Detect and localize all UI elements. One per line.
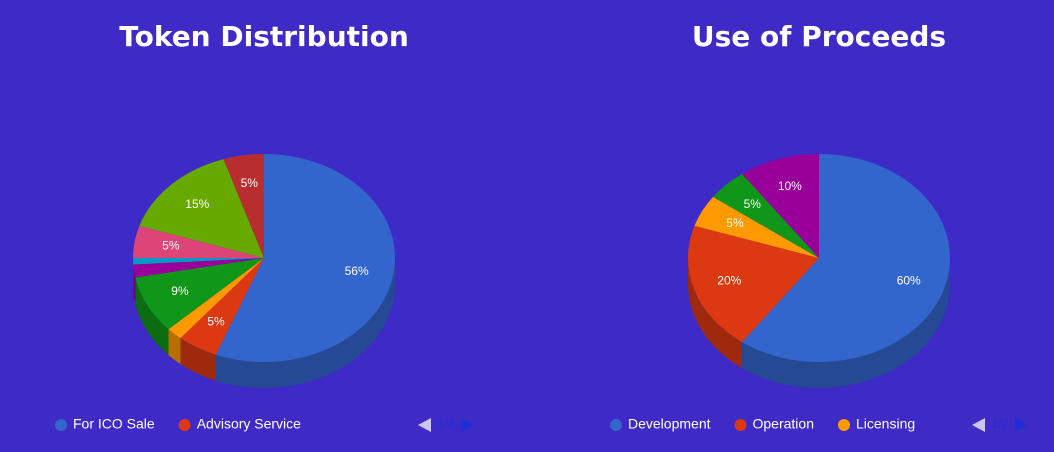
legend-label: Operation [753, 416, 814, 432]
slice [133, 225, 264, 258]
slice [688, 225, 819, 343]
slice-side [688, 258, 743, 369]
slice-side-face [215, 258, 395, 388]
slice-side [215, 258, 395, 388]
pager-next[interactable] [461, 418, 474, 432]
legend-label: Advisory Service [197, 416, 301, 432]
legend-label: Development [628, 416, 711, 432]
slice [135, 258, 264, 330]
slice-side [168, 329, 181, 365]
pager-text: 1/2 [992, 417, 1009, 431]
slice-side-face [168, 329, 181, 365]
pie-labels: 60% 20% 5%5% 10% [717, 179, 921, 287]
slice-side [180, 338, 216, 381]
pager-text: 1/4 [438, 417, 455, 431]
slice-label: 10% [778, 179, 802, 193]
legend-label: Licensing [856, 416, 915, 432]
legend-swatch [55, 419, 67, 431]
legend-swatch [610, 419, 622, 431]
slice-label: 15% [185, 197, 209, 211]
slice [223, 154, 264, 258]
slice-label: 20% [717, 273, 741, 287]
slice [133, 258, 264, 265]
slice-side-face [135, 277, 169, 356]
slice-label: 5% [744, 197, 762, 211]
legend-swatch [837, 419, 850, 431]
slice [133, 258, 264, 278]
slice [180, 258, 264, 355]
slice [215, 154, 395, 362]
slice [168, 258, 264, 339]
slice-side-face [742, 258, 950, 388]
slice-side-face [133, 264, 136, 304]
slice [742, 154, 950, 362]
slice [713, 173, 819, 258]
chart: Token Distribution 56% 5% 9% 5% 15% 5% For ICO … [55, 20, 474, 432]
slice [742, 154, 819, 258]
pager-prev[interactable] [418, 418, 431, 432]
legend-label: For ICO Sale [73, 416, 155, 432]
pager-prev[interactable] [972, 418, 985, 432]
slice-side [135, 277, 169, 356]
slice [139, 159, 264, 258]
slice-label: 5% [241, 176, 259, 190]
slice-side-face [180, 338, 216, 381]
chart-title: Token Distribution [119, 20, 409, 53]
slice-label: 5% [207, 315, 225, 329]
slice-side [742, 258, 950, 388]
pager-next[interactable] [1015, 418, 1028, 432]
pie-labels: 56% 5% 9% 5% 15% 5% [162, 176, 369, 328]
slice-side-face [688, 258, 743, 369]
legend-swatch [178, 419, 191, 431]
legend-swatch [734, 419, 747, 431]
slice-label: 5% [726, 216, 744, 230]
chart-title: Use of Proceeds [692, 20, 946, 53]
pie-tops [133, 154, 395, 362]
slice-label: 56% [345, 264, 369, 278]
slice-label: 5% [162, 238, 180, 252]
slice-label: 60% [897, 273, 921, 287]
pie-sides [688, 258, 950, 388]
pie-tops [688, 154, 950, 362]
pie-sides [133, 258, 395, 388]
slice-side [133, 264, 136, 304]
chart: Use of Proceeds 60% 20% 5%5% 10% Development O… [610, 20, 1028, 432]
slice [694, 196, 819, 258]
slice-label: 9% [171, 284, 189, 298]
